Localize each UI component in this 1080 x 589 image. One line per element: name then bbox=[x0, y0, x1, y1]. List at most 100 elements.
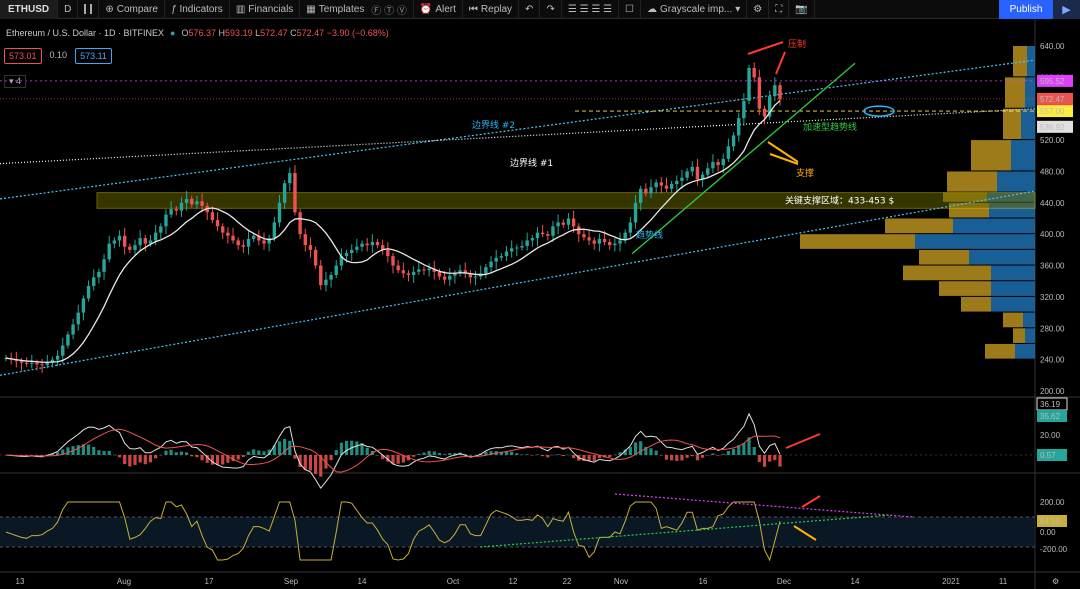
macd-hist-bar bbox=[277, 441, 282, 455]
redo-button[interactable]: ↷ bbox=[540, 0, 562, 19]
candle-body bbox=[339, 256, 344, 266]
candle-body bbox=[370, 242, 375, 246]
candle-body bbox=[577, 226, 581, 235]
macd-hist-bar bbox=[112, 454, 116, 456]
candle-body bbox=[633, 202, 638, 223]
macd-hist-bar bbox=[154, 455, 158, 459]
candle-body bbox=[226, 232, 230, 236]
fullscreen-button[interactable]: ⛶ bbox=[769, 0, 790, 19]
templates-button[interactable]: ▦ Templates Ⓕ Ⓣ Ⓥ bbox=[300, 0, 414, 19]
vp-bar-up bbox=[991, 296, 1035, 312]
macd-hist-bar bbox=[246, 451, 251, 455]
rsi-pane: 200.00 0.00 -200.00 64.59 bbox=[0, 493, 1068, 562]
snapshot-button[interactable]: 📷 bbox=[789, 0, 815, 19]
candle-body bbox=[566, 218, 571, 225]
candle-body bbox=[324, 279, 328, 286]
candle-body bbox=[685, 171, 689, 178]
macd-hist-bar bbox=[169, 449, 173, 455]
layout-name-button[interactable]: ☁ Grayscale imp... ▾ bbox=[641, 0, 748, 19]
visibility-dot-icon[interactable]: ● bbox=[170, 28, 176, 38]
grid bbox=[0, 20, 1080, 589]
indicators-button[interactable]: ƒ Indicators bbox=[165, 0, 230, 19]
candle-body bbox=[540, 232, 545, 235]
indicator-toggle[interactable]: ▾ 4 bbox=[4, 75, 27, 88]
publish-button[interactable]: Publish bbox=[999, 0, 1053, 19]
settings-button[interactable]: ⚙ bbox=[747, 0, 770, 19]
macd-hist-bar bbox=[757, 455, 761, 463]
candle-body bbox=[649, 187, 653, 194]
pressure-arrow bbox=[775, 51, 786, 75]
candle-body bbox=[386, 249, 390, 257]
financials-button[interactable]: ▥ Financials bbox=[230, 0, 301, 19]
y-tick-label: 400.00 bbox=[1040, 230, 1065, 239]
macd-hist-bar bbox=[138, 455, 142, 463]
macd-hist-bar bbox=[742, 443, 746, 455]
vp-bar-down bbox=[1005, 77, 1025, 108]
macd-hist-bar bbox=[185, 452, 189, 455]
candle-body bbox=[288, 173, 292, 184]
replay-button[interactable]: ⏮ Replay bbox=[463, 0, 520, 19]
undo-button[interactable]: ↶ bbox=[519, 0, 541, 19]
series-title: Ethereum / U.S. Dollar · 1D · BITFINEX bbox=[6, 28, 165, 38]
candle-body bbox=[716, 162, 720, 166]
interval-button[interactable]: D bbox=[58, 0, 79, 19]
vp-bar-up bbox=[991, 265, 1035, 281]
candle-body bbox=[375, 242, 380, 246]
macd-hist-bar bbox=[133, 455, 137, 465]
buy-button[interactable]: 573.11 bbox=[75, 48, 112, 64]
macd-hist-bar bbox=[339, 442, 343, 455]
vp-bar-up bbox=[997, 171, 1035, 192]
symbol-search[interactable]: ETHUSD bbox=[0, 0, 59, 19]
close-value: 572.47 bbox=[296, 28, 325, 38]
play-button[interactable]: ▶ bbox=[1053, 0, 1080, 19]
macd-hist-bar bbox=[582, 455, 586, 461]
candle-body bbox=[638, 188, 643, 203]
macd-hist-bar bbox=[422, 452, 426, 455]
low-value: 572.47 bbox=[260, 28, 288, 38]
candle-body bbox=[267, 238, 271, 244]
chart-type-button[interactable] bbox=[78, 0, 100, 19]
candle-body bbox=[215, 220, 220, 227]
candle-body bbox=[262, 240, 266, 244]
layout-tools[interactable]: ☰ ☰ ☰ ☰ bbox=[562, 0, 620, 19]
macd-hist-bar bbox=[551, 454, 555, 456]
candle-body bbox=[313, 249, 318, 266]
macd-hist-bar bbox=[143, 455, 147, 465]
candle-body bbox=[706, 168, 710, 175]
price-label-box bbox=[1037, 105, 1073, 118]
macd-hist-bar bbox=[711, 453, 715, 455]
alert-button[interactable]: ⏰ Alert bbox=[414, 0, 463, 19]
macd-hist-bar bbox=[159, 455, 163, 456]
low-label: L bbox=[255, 28, 261, 38]
compare-button[interactable]: ⊕ Compare bbox=[99, 0, 165, 19]
candle-body bbox=[102, 259, 106, 272]
candle-body bbox=[427, 268, 431, 271]
ohlc-values: O576.37 H593.19 L572.47 C572.47 −3.90 (−… bbox=[181, 28, 388, 38]
candle-body bbox=[200, 201, 204, 206]
macd-arrow bbox=[785, 433, 821, 449]
candle-body bbox=[525, 240, 529, 246]
macd-hist-bar bbox=[200, 455, 204, 461]
macd-axis-label: 20.00 bbox=[1040, 431, 1061, 440]
candle-body bbox=[700, 174, 705, 180]
candles[interactable] bbox=[4, 62, 782, 373]
single-layout-button[interactable]: ☐ bbox=[619, 0, 641, 19]
macd-hist-bar bbox=[293, 455, 297, 459]
candle-body bbox=[401, 270, 406, 274]
candle-body bbox=[546, 234, 550, 236]
macd-hist-bar bbox=[226, 455, 230, 463]
sell-button[interactable]: 573.01 bbox=[4, 48, 42, 64]
macd-hist-bar bbox=[721, 454, 725, 455]
candle-body bbox=[587, 237, 591, 241]
indicators-label: Indicators bbox=[179, 3, 223, 15]
candle-body bbox=[762, 108, 767, 117]
macd-hist-bar bbox=[633, 442, 638, 455]
candle-body bbox=[613, 243, 617, 246]
macd-value-label: 36.19 bbox=[1040, 400, 1061, 409]
candle-body bbox=[174, 209, 178, 211]
candle-body bbox=[628, 222, 633, 233]
y-tick-label: 280.00 bbox=[1040, 324, 1065, 333]
macd-hist-bar bbox=[35, 455, 39, 456]
